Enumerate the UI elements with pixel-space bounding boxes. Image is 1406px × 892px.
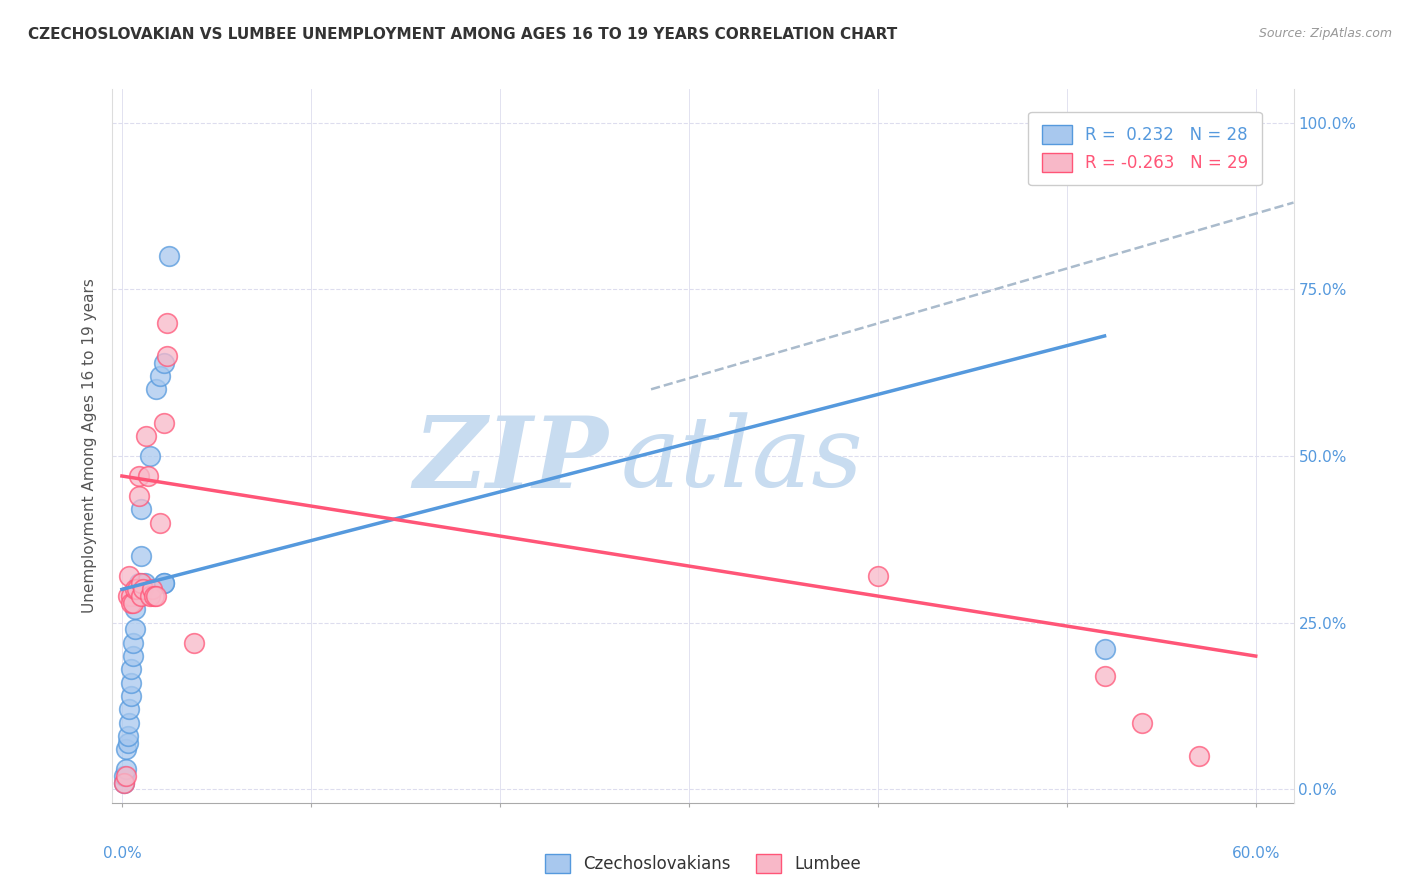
Point xyxy=(122,596,145,610)
Point xyxy=(114,763,136,777)
Point xyxy=(132,582,155,597)
Legend: Czechoslovakians, Lumbee: Czechoslovakians, Lumbee xyxy=(538,847,868,880)
Point xyxy=(128,469,150,483)
Point xyxy=(129,575,152,590)
Point xyxy=(143,589,166,603)
Point xyxy=(120,596,142,610)
Y-axis label: Unemployment Among Ages 16 to 19 years: Unemployment Among Ages 16 to 19 years xyxy=(82,278,97,614)
Point xyxy=(114,769,136,783)
Point xyxy=(139,589,162,603)
Text: 60.0%: 60.0% xyxy=(1232,846,1279,861)
Point xyxy=(134,575,156,590)
Point xyxy=(129,502,152,516)
Point xyxy=(129,589,152,603)
Point xyxy=(125,589,148,603)
Point xyxy=(866,569,889,583)
Point xyxy=(124,602,146,616)
Point xyxy=(125,582,148,597)
Point xyxy=(183,636,205,650)
Point xyxy=(145,382,167,396)
Point xyxy=(120,662,142,676)
Point xyxy=(114,742,136,756)
Point xyxy=(118,569,141,583)
Point xyxy=(112,769,135,783)
Text: atlas: atlas xyxy=(620,413,863,508)
Point xyxy=(157,249,180,263)
Point xyxy=(112,776,135,790)
Point xyxy=(124,623,146,637)
Point xyxy=(145,589,167,603)
Point xyxy=(117,729,139,743)
Point xyxy=(118,702,141,716)
Point xyxy=(1188,749,1211,764)
Point xyxy=(118,715,141,730)
Point xyxy=(120,589,142,603)
Point xyxy=(152,575,174,590)
Point xyxy=(128,575,150,590)
Point xyxy=(1094,669,1116,683)
Point xyxy=(156,316,179,330)
Point xyxy=(1094,642,1116,657)
Point xyxy=(120,675,142,690)
Text: Source: ZipAtlas.com: Source: ZipAtlas.com xyxy=(1258,27,1392,40)
Text: 0.0%: 0.0% xyxy=(103,846,142,861)
Text: ZIP: ZIP xyxy=(413,412,609,508)
Point xyxy=(141,582,163,597)
Point xyxy=(152,416,174,430)
Point xyxy=(139,449,162,463)
Point xyxy=(149,516,172,530)
Point xyxy=(149,368,172,383)
Point xyxy=(117,589,139,603)
Text: CZECHOSLOVAKIAN VS LUMBEE UNEMPLOYMENT AMONG AGES 16 TO 19 YEARS CORRELATION CHA: CZECHOSLOVAKIAN VS LUMBEE UNEMPLOYMENT A… xyxy=(28,27,897,42)
Point xyxy=(152,575,174,590)
Point xyxy=(122,636,145,650)
Point xyxy=(117,736,139,750)
Point xyxy=(152,356,174,370)
Point xyxy=(112,776,135,790)
Point xyxy=(135,429,157,443)
Point xyxy=(120,689,142,703)
Point xyxy=(128,489,150,503)
Point xyxy=(122,649,145,664)
Point xyxy=(129,549,152,563)
Point xyxy=(156,349,179,363)
Point xyxy=(124,582,146,597)
Point xyxy=(1130,715,1153,730)
Point xyxy=(138,469,160,483)
